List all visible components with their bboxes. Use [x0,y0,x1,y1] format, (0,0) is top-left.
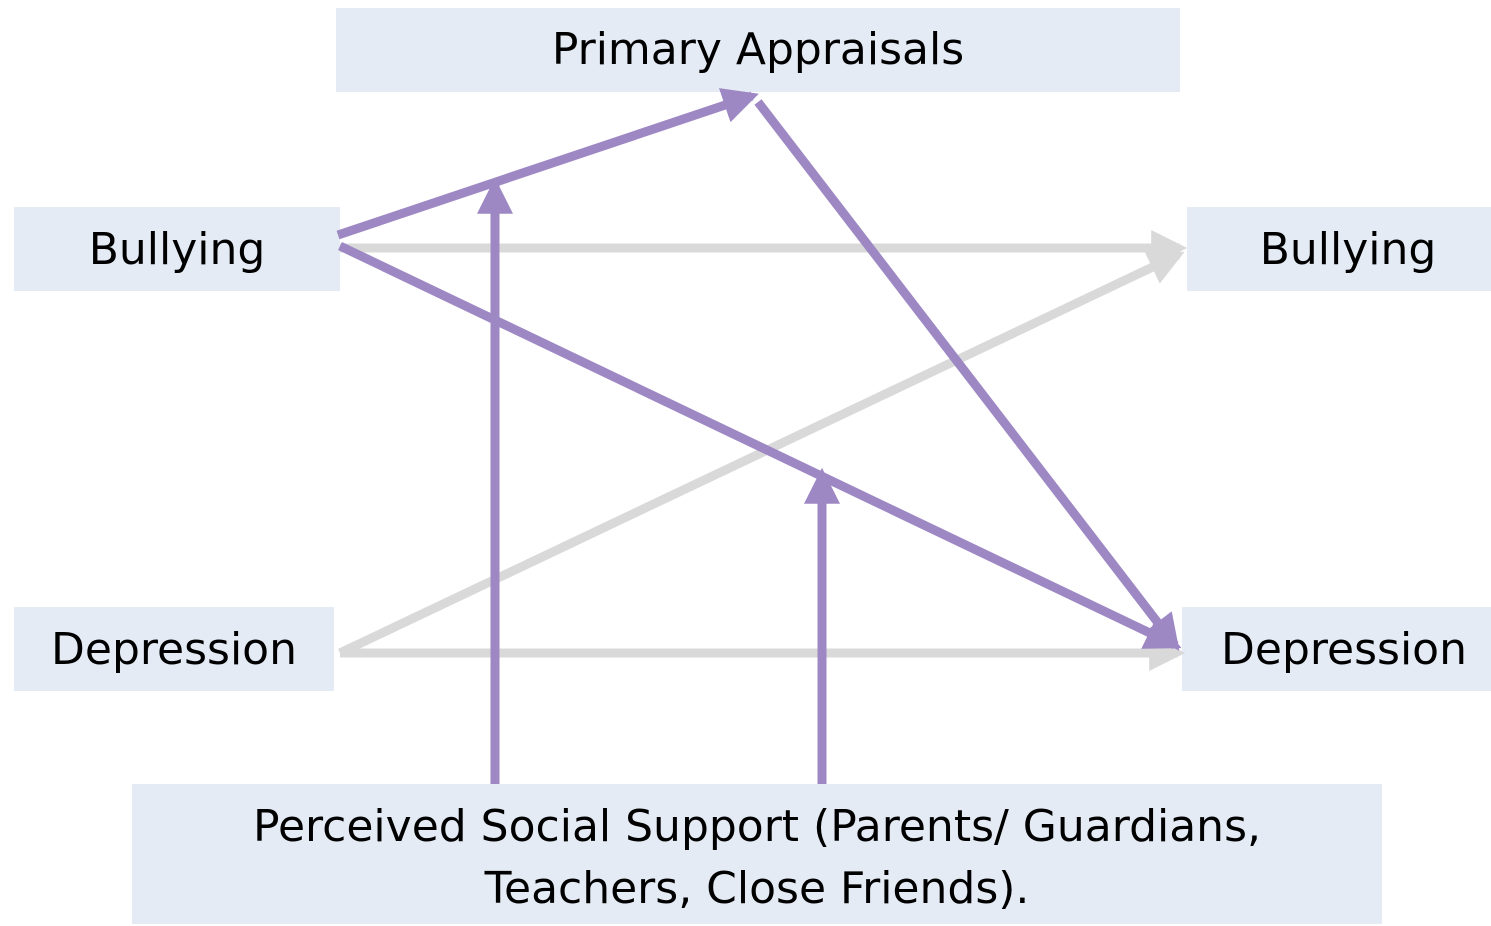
node-box [1182,607,1491,691]
node-box [1187,207,1491,291]
node-label: Bullying [1260,224,1437,275]
node-box [132,784,1382,924]
arrow [336,88,759,240]
arrow [754,99,1180,651]
node-label: Depression [1221,624,1467,675]
node-label: Primary Appraisals [552,24,964,75]
arrow [338,250,1185,658]
node-box [14,607,334,691]
node-label: Depression [51,624,297,675]
arrow [338,241,1182,650]
node-box [336,8,1180,92]
node-label: Teachers, Close Friends). [484,863,1030,914]
node-label: Perceived Social Support (Parents/ Guard… [253,801,1261,852]
node-label: Bullying [89,224,266,275]
node-box [14,207,340,291]
